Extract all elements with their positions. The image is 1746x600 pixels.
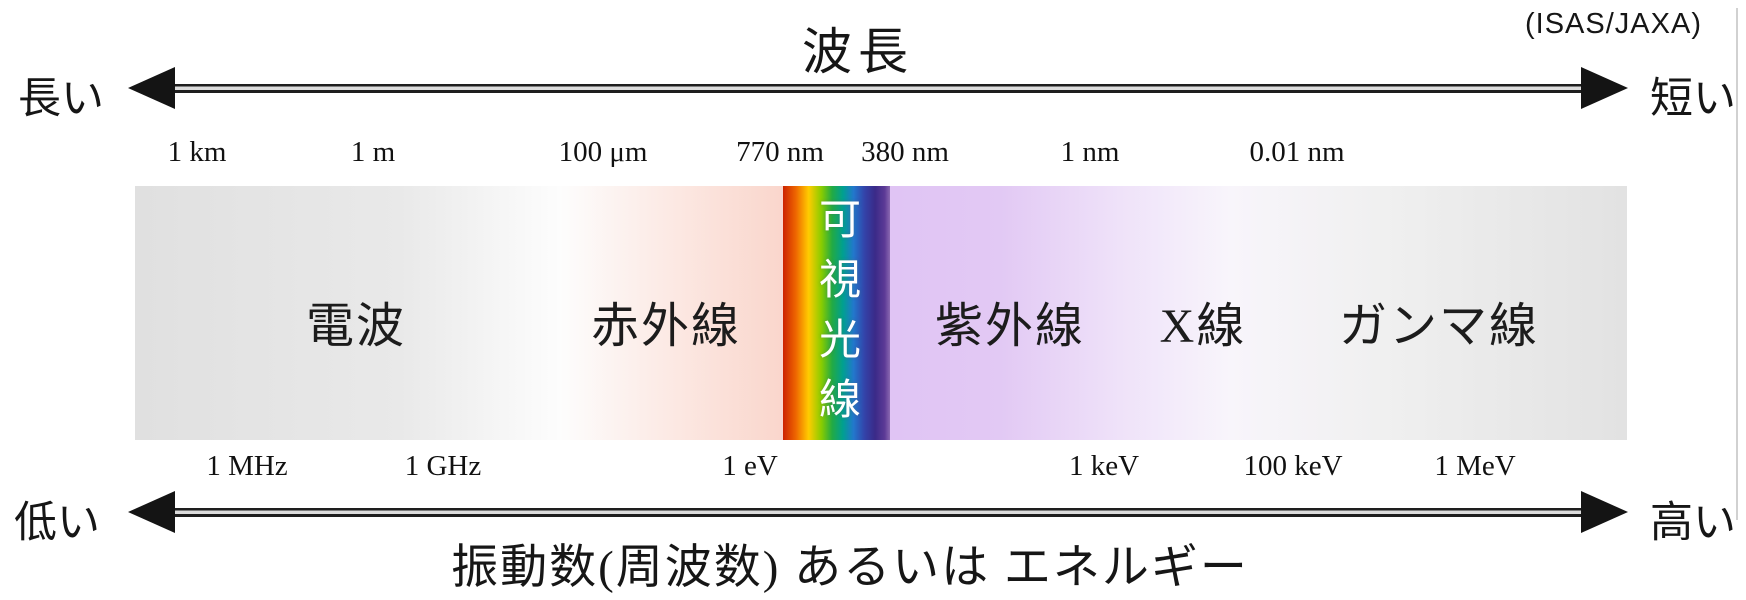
wavelength-short-label: 短い bbox=[1650, 76, 1736, 123]
wavelength-long-label: 長い bbox=[18, 76, 104, 123]
visible-light-band bbox=[783, 186, 890, 440]
tick-1kev: 1 keV bbox=[1068, 450, 1140, 482]
arrow-left-head-icon bbox=[128, 67, 175, 109]
label-visible: 可視光線 bbox=[812, 197, 859, 437]
label-gamma: ガンマ線 bbox=[1338, 300, 1540, 353]
tick-1m: 1 m bbox=[350, 136, 396, 168]
frequency-arrow bbox=[128, 491, 1628, 533]
tick-100um: 100 μm bbox=[558, 136, 648, 168]
arrow-left-head-icon bbox=[128, 491, 175, 533]
tick-1ghz: 1 GHz bbox=[404, 450, 482, 482]
tick-1ev: 1 eV bbox=[722, 450, 778, 482]
wavelength-arrow bbox=[128, 67, 1628, 109]
tick-770nm: 770 nm bbox=[736, 136, 824, 168]
tick-1km: 1 km bbox=[167, 136, 227, 168]
tick-100kev: 100 keV bbox=[1243, 450, 1343, 482]
tick-1mhz: 1 MHz bbox=[206, 450, 288, 482]
tick-0p01nm: 0.01 nm bbox=[1249, 136, 1345, 168]
wavelength-axis-title: 波長 bbox=[802, 24, 914, 80]
credit-text: (ISAS/JAXA) bbox=[1525, 8, 1702, 40]
arrow-right-head-icon bbox=[1581, 67, 1628, 109]
frequency-axis-title: 振動数(周波数) あるいは エネルギー bbox=[451, 542, 1249, 594]
right-edge-artifact-line bbox=[1736, 8, 1738, 520]
label-radio: 電波 bbox=[305, 300, 407, 353]
tick-380nm: 380 nm bbox=[861, 136, 949, 168]
label-xray: X線 bbox=[1159, 300, 1247, 353]
arrow-shaft bbox=[175, 83, 1581, 93]
frequency-high-label: 高い bbox=[1650, 500, 1736, 547]
tick-1mev: 1 MeV bbox=[1434, 450, 1516, 482]
arrow-shaft bbox=[175, 507, 1581, 517]
tick-1nm: 1 nm bbox=[1060, 136, 1120, 168]
frequency-low-label: 低い bbox=[14, 500, 100, 547]
label-infrared: 赤外線 bbox=[590, 300, 742, 353]
arrow-right-head-icon bbox=[1581, 491, 1628, 533]
label-ultraviolet: 紫外線 bbox=[934, 300, 1086, 353]
